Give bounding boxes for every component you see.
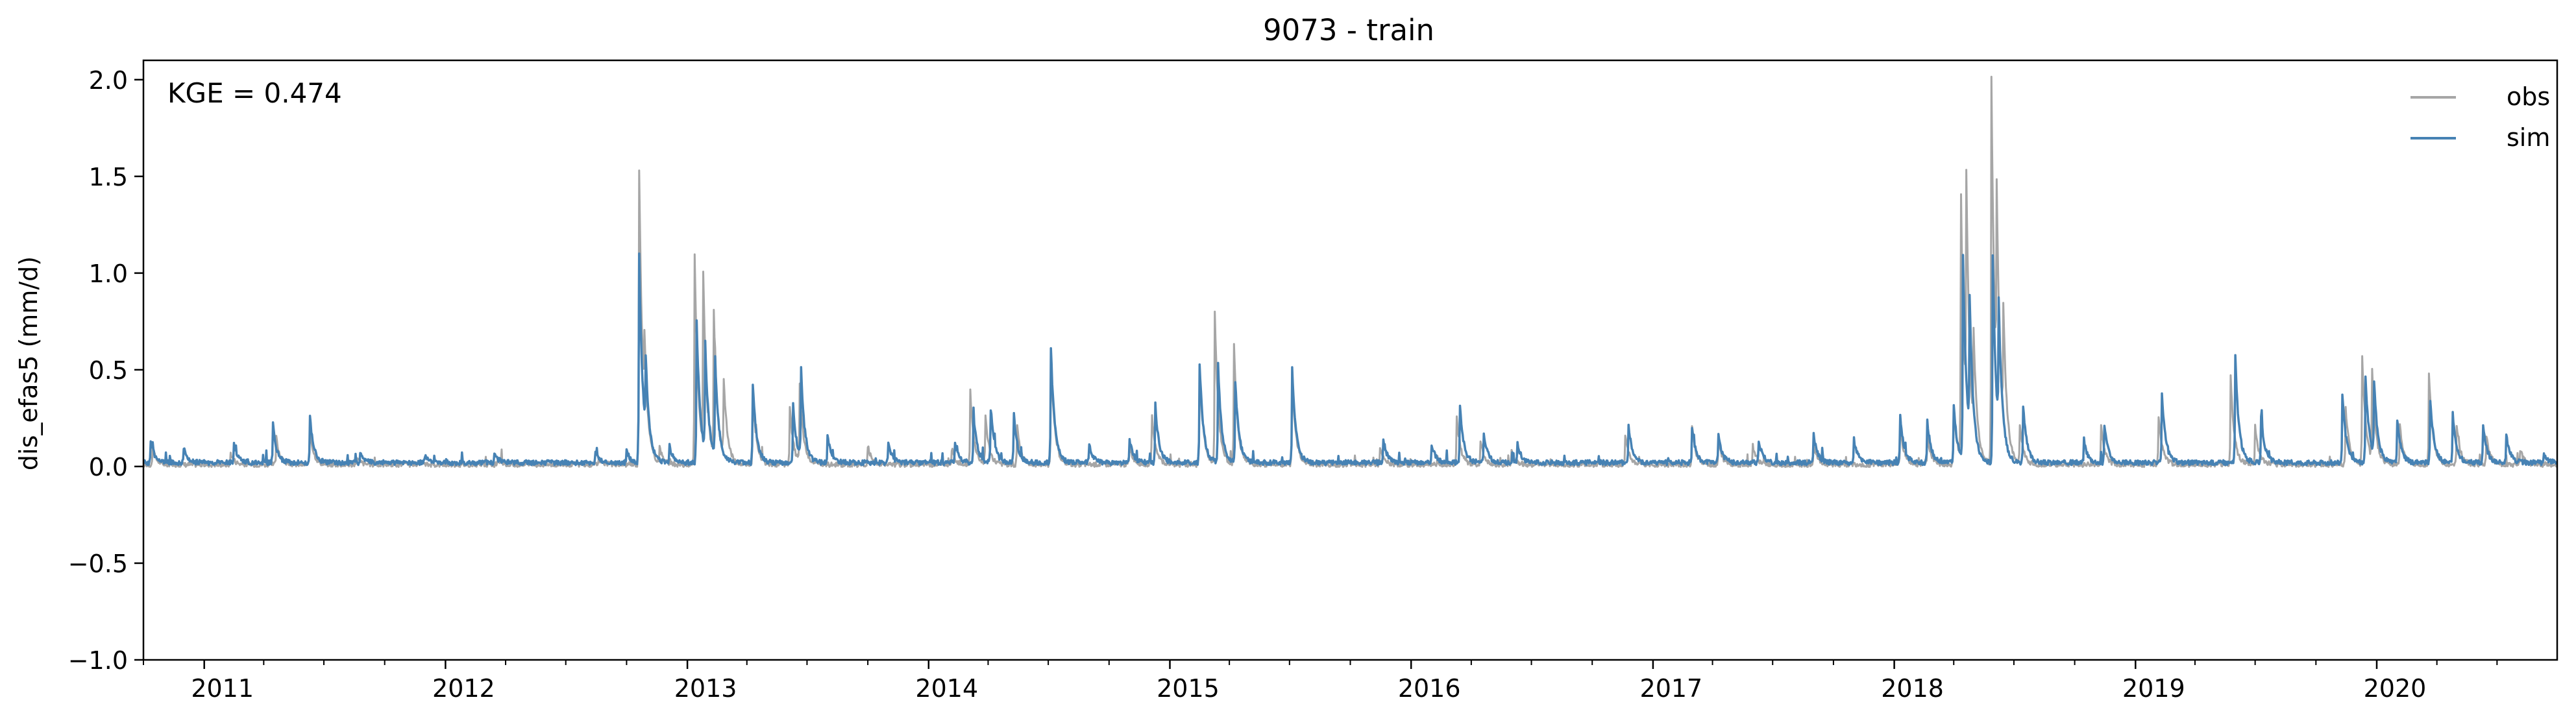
x-tick-label: 2014 — [915, 674, 978, 703]
legend: obs sim — [2410, 82, 2550, 152]
y-axis: −1.0 −0.5 0.0 0.5 1.0 1.5 2.0 — [68, 66, 143, 675]
y-tick-label: −1.0 — [68, 646, 128, 675]
y-tick-label: 0.0 — [89, 453, 128, 481]
legend-obs-label: obs — [2507, 82, 2550, 111]
y-tick-label: 1.0 — [89, 260, 128, 288]
x-axis: 2011 2012 2013 2014 2015 2016 2017 2018 2019 2020 — [143, 660, 2498, 703]
chart-title: 9073 - train — [1263, 13, 1434, 47]
y-tick-label: 0.5 — [89, 356, 128, 385]
series-line-obs — [143, 75, 2557, 468]
x-tick-label: 2019 — [2122, 674, 2185, 703]
y-tick-label: 1.5 — [89, 163, 128, 191]
x-tick-label: 2013 — [674, 674, 737, 703]
x-tick-label: 2016 — [1398, 674, 1461, 703]
x-tick-label: 2011 — [191, 674, 254, 703]
x-tick-label: 2015 — [1157, 674, 1220, 703]
x-tick-label: 2018 — [1881, 674, 1944, 703]
y-tick-label: 2.0 — [89, 66, 128, 95]
kge-annotation: KGE = 0.474 — [167, 77, 342, 109]
y-axis-label: dis_efas5 (mm/d) — [14, 256, 43, 470]
y-tick-label: −0.5 — [68, 550, 128, 578]
x-tick-label: 2017 — [1640, 674, 1703, 703]
series-layer — [143, 75, 2557, 468]
series-line-sim — [143, 252, 2557, 467]
x-tick-label: 2012 — [432, 674, 495, 703]
legend-sim-label: sim — [2507, 123, 2550, 152]
plot-area-frame — [142, 59, 2558, 661]
x-tick-label: 2020 — [2364, 674, 2427, 703]
